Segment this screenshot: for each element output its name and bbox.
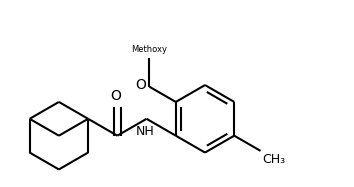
Text: NH: NH — [136, 125, 154, 138]
Text: Methoxy: Methoxy — [131, 45, 167, 54]
Text: O: O — [135, 78, 146, 92]
Text: CH₃: CH₃ — [262, 153, 285, 165]
Text: O: O — [110, 89, 121, 103]
